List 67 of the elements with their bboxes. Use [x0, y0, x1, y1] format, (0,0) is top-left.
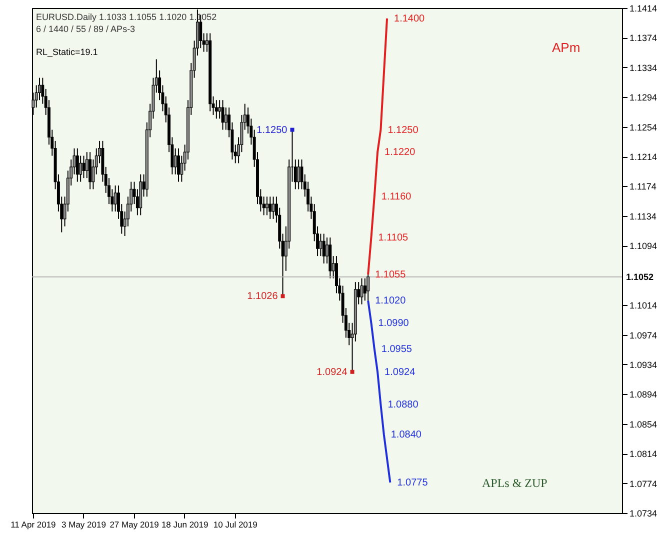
- candlestick: [82, 155, 86, 179]
- y-tick-label: 1.0854: [630, 419, 658, 430]
- data-label: 1.0880: [388, 400, 419, 411]
- data-label: 1.0924: [384, 366, 416, 378]
- candlestick: [114, 184, 117, 212]
- candlestick: [221, 100, 224, 130]
- candlestick: [174, 148, 177, 175]
- data-label: 1.0955: [381, 344, 412, 355]
- candlestick: [272, 196, 275, 220]
- y-tick-label: 1.1294: [630, 92, 658, 103]
- data-label: 1.1220: [384, 147, 416, 158]
- candlestick: [366, 274, 370, 302]
- y-tick-label: 1.0814: [630, 449, 658, 460]
- point: [290, 128, 294, 132]
- y-tick-label: 1.1134: [630, 211, 656, 222]
- y-tick-label: 1.0934: [630, 360, 658, 370]
- data-label: 1.1250: [388, 124, 419, 136]
- data-label: 1.1105: [378, 232, 409, 244]
- candlestick: [363, 278, 366, 302]
- candlestick: [265, 196, 268, 216]
- x-tick-label: 10 Jul 2019: [213, 520, 258, 530]
- y-tick-label: 1.1214: [630, 152, 658, 162]
- x-tick-label: 27 May 2019: [110, 520, 160, 530]
- x-tick-label: 3 May 2019: [62, 520, 106, 530]
- data-label: 1.0990: [378, 318, 410, 329]
- y-tick-label: 1.1174: [630, 182, 656, 192]
- data-label: 1.1026: [247, 291, 278, 302]
- y-tick-label: 1.0734: [630, 508, 658, 518]
- candlestick: [76, 148, 79, 182]
- candlestick: [85, 152, 88, 179]
- y-tick-label: 1.0894: [630, 390, 658, 400]
- y-tick-label: 1.1254: [630, 122, 658, 132]
- data-label: 1.1400: [394, 13, 426, 24]
- annotation: APm: [552, 40, 580, 55]
- data-label: 1.0775: [397, 478, 428, 489]
- candlestick: [88, 152, 92, 190]
- candlestick: [224, 107, 228, 130]
- ref-line-label: 1.1052: [626, 272, 654, 282]
- annotation: RL_Static=19.1: [36, 47, 98, 57]
- candlestick: [360, 278, 364, 305]
- x-tick-label: 11 Apr 2019: [10, 520, 56, 530]
- data-label: 1.1250: [256, 124, 288, 136]
- x-tick-label: 18 Jun 2019: [161, 520, 208, 530]
- y-tick-label: 1.1374: [630, 33, 658, 44]
- candlestick: [322, 233, 326, 264]
- candlestick: [319, 233, 322, 257]
- data-label: 1.1055: [375, 270, 406, 281]
- data-label: 1.0840: [390, 429, 422, 440]
- y-tick-label: 1.1334: [630, 62, 658, 73]
- candlestick: [297, 159, 300, 190]
- point: [280, 294, 285, 298]
- data-label: 1.1160: [381, 192, 412, 203]
- y-tick-label: 1.1414: [630, 4, 658, 14]
- text: 6 / 1440 / 55 / 89 / APs-3: [36, 24, 136, 34]
- candlestick: [79, 155, 82, 182]
- data-label: 1.1020: [375, 296, 406, 307]
- y-tick-label: 1.0774: [630, 478, 658, 489]
- candlestick: [268, 196, 272, 220]
- annotation: APLs & ZUP: [482, 476, 548, 490]
- candlestick: [214, 100, 218, 120]
- point: [350, 370, 354, 374]
- y-tick-label: 1.0974: [630, 330, 658, 340]
- candlestick: [218, 100, 222, 120]
- data-label: 1.0924: [316, 366, 348, 378]
- candlestick: [177, 148, 180, 182]
- y-tick-label: 1.1014: [630, 300, 658, 311]
- y-tick-label: 1.1094: [630, 241, 658, 252]
